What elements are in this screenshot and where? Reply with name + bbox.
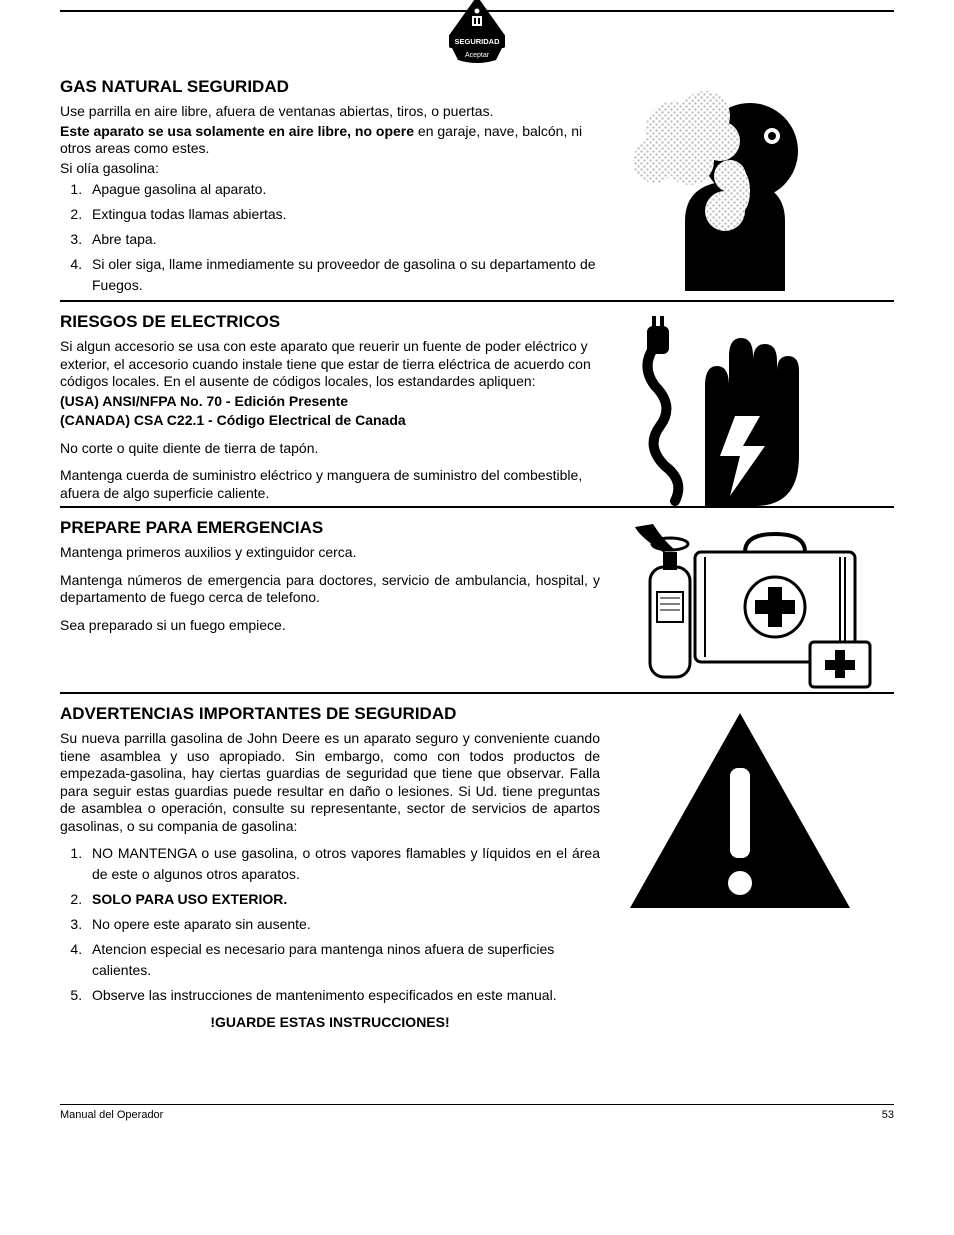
gas-li-1: Apague gasolina al aparato. [86,179,600,200]
electric-code-usa: (USA) ANSI/NFPA No. 70 - Edición Present… [60,393,600,411]
gas-list: Apague gasolina al aparato. Extingua tod… [60,179,600,296]
gas-title: GAS NATURAL SEGURIDAD [60,77,600,97]
warn-p1: Su nueva parrilla gasolina de John Deere… [60,730,600,835]
emerg-p2: Mantenga números de emergencia para doct… [60,572,600,607]
badge-bottom: Aceptar [465,52,490,59]
electric-p1: Si algun accesorio se usa con este apara… [60,338,600,391]
warn-li-4: Atencion especial es necesario para mant… [86,939,600,981]
footer-left: Manual del Operador [60,1109,163,1121]
electric-code-can: (CANADA) CSA C22.1 - Código Electrical d… [60,412,600,430]
gas-li-3: Abre tapa. [86,229,600,250]
warn-title: ADVERTENCIAS IMPORTANTES DE SEGURIDAD [60,704,600,724]
emergency-kit-icon [625,522,875,692]
electric-p3: Mantenga cuerda de suministro eléctrico … [60,467,600,502]
gas-p3: Si olía gasolina: [60,160,600,178]
warn-li-1: NO MANTENGA o use gasolina, o otros vapo… [86,843,600,885]
electric-hand-icon [635,316,835,506]
warning-triangle-icon [625,708,855,918]
gas-li-4: Si oler siga, llame inmediamente su prov… [86,254,600,296]
gas-li-2: Extingua todas llamas abiertas. [86,204,600,225]
badge-top: SEGURIDAD [454,37,500,46]
gas-p1: Use parrilla en aire libre, afuera de ve… [60,103,600,121]
footer-page: 53 [882,1109,894,1121]
electric-p2: No corte o quite diente de tierra de tap… [60,440,600,458]
warn-li-2: SOLO PARA USO EXTERIOR. [86,889,600,910]
warn-li-3: No opere este aparato sin ausente. [86,914,600,935]
suffocation-icon [625,81,845,291]
emerg-title: PREPARE PARA EMERGENCIAS [60,518,600,538]
safety-badge-icon: SEGURIDAD Aceptar [446,0,508,69]
warn-save: !GUARDE ESTAS INSTRUCCIONES! [60,1014,600,1032]
emerg-p3: Sea preparado si un fuego empiece. [60,617,600,635]
gas-p2: Este aparato se usa solamente en aire li… [60,123,600,158]
warn-li-5: Observe las instrucciones de manteniment… [86,985,600,1006]
electric-title: RIESGOS DE ELECTRICOS [60,312,600,332]
warn-list: NO MANTENGA o use gasolina, o otros vapo… [60,843,600,1006]
emerg-p1: Mantenga primeros auxilios y extinguidor… [60,544,600,562]
